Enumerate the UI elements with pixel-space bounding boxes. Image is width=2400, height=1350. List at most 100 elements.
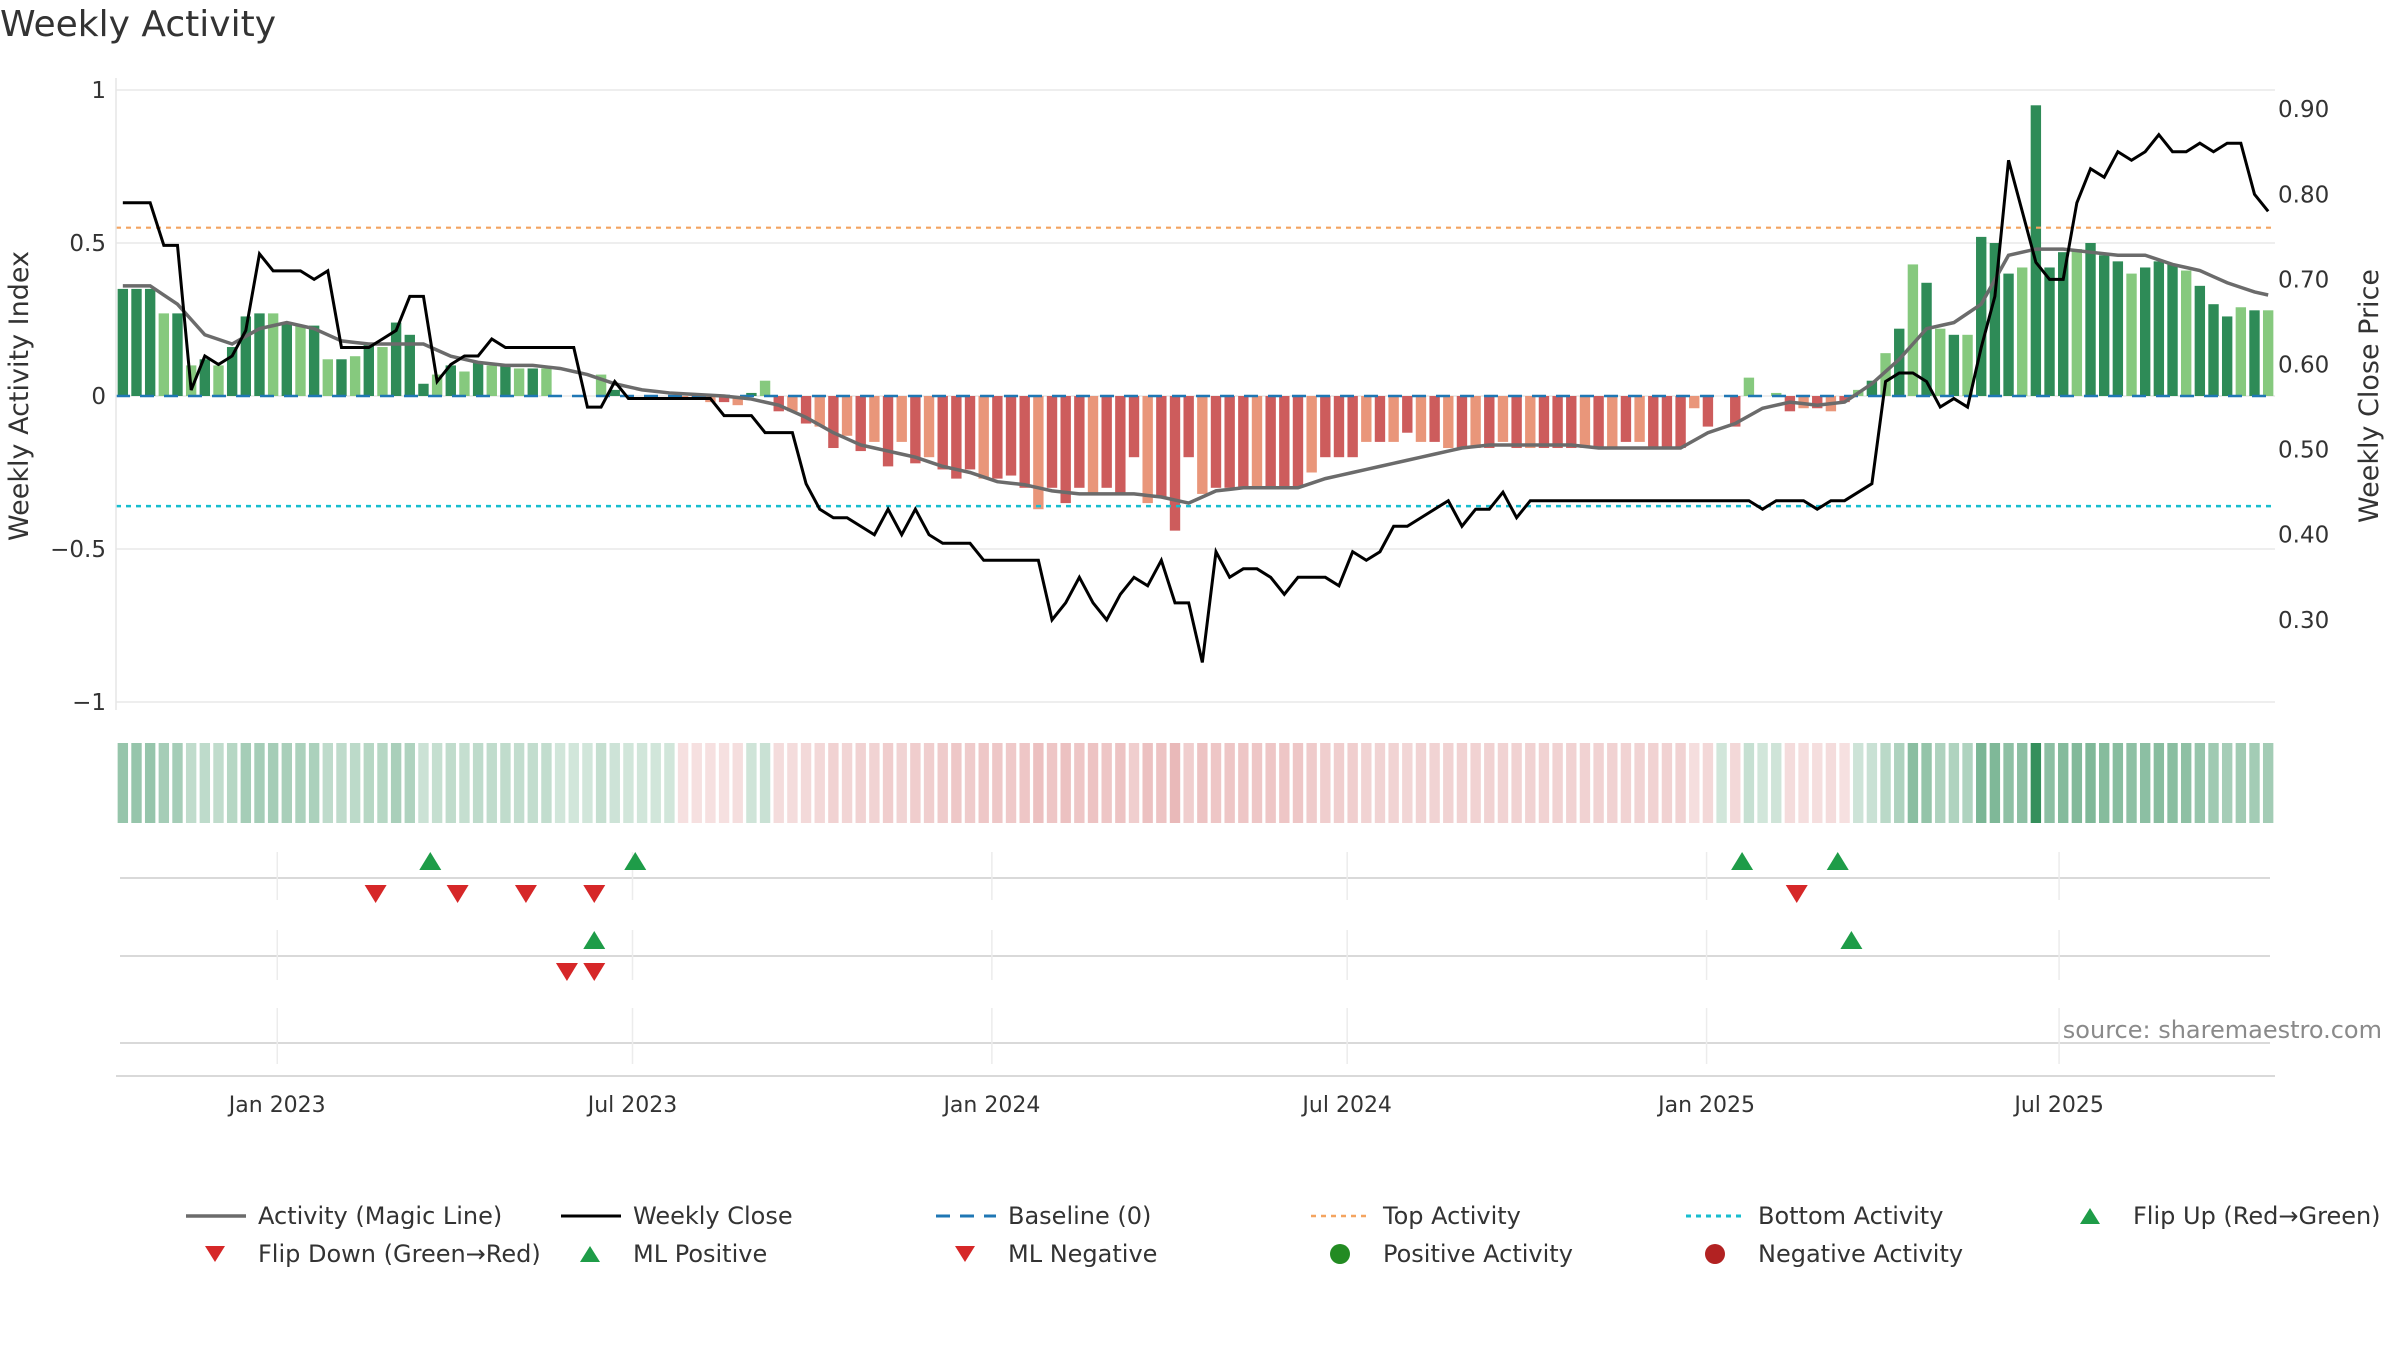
- activity-bar: [1443, 396, 1454, 449]
- activity-bar: [226, 347, 238, 396]
- series-lines: [122, 132, 2270, 663]
- heat-strip-cell: [1347, 743, 1358, 823]
- activity-bar: [910, 396, 921, 464]
- heat-strip-cell: [923, 743, 935, 823]
- heat-strip-cell: [978, 743, 989, 823]
- activity-bar: [1948, 334, 1960, 396]
- activity-bar: [199, 359, 211, 396]
- activity-bar: [1101, 396, 1112, 488]
- x-tick-label: Jul 2024: [1300, 1093, 1392, 1118]
- heat-strip-cell: [1265, 743, 1276, 823]
- activity-bar: [1989, 243, 2001, 396]
- legend-swatch: [205, 1246, 225, 1262]
- heat-strip-cell: [254, 743, 265, 823]
- heat-strip-cell: [1798, 743, 1809, 823]
- heat-strip-cell: [1306, 743, 1317, 823]
- y-tick-label: 0.5: [69, 231, 106, 257]
- heat-strip-cell: [2235, 743, 2247, 823]
- activity-bar: [1634, 396, 1645, 442]
- activity-bar: [1511, 396, 1522, 449]
- legend-label: Weekly Close: [633, 1202, 793, 1230]
- heat-strip-cell: [322, 743, 333, 823]
- heat-strip-cell: [1634, 743, 1645, 823]
- heat-strip-cell: [677, 743, 689, 823]
- heat-strip-cell: [295, 743, 306, 823]
- activity-bar: [595, 374, 607, 396]
- heat-strip-cell: [172, 743, 183, 823]
- heat-strip-cell: [746, 743, 757, 823]
- activity-bar: [814, 396, 825, 427]
- activity-bar: [2003, 273, 2014, 396]
- heat-strip-cell: [1415, 743, 1427, 823]
- activity-bar: [1374, 396, 1386, 442]
- activity-bar: [1279, 396, 1290, 488]
- activity-bar: [1087, 396, 1099, 494]
- legend-swatch: [1311, 1214, 1371, 1218]
- heat-strip-cell: [1989, 743, 2001, 823]
- flip-down-marker: [583, 885, 606, 903]
- activity-bar: [1935, 328, 1946, 396]
- activity-bar: [1292, 396, 1304, 488]
- activity-bar: [131, 288, 142, 396]
- activity-bar: [377, 347, 388, 396]
- heat-strip-cell: [1839, 743, 1850, 823]
- legend-swatch: [580, 1246, 600, 1262]
- heat-strip-cell: [869, 743, 880, 823]
- heat-strip-cell: [1716, 743, 1727, 823]
- heat-strip-cell: [486, 743, 497, 823]
- activity-bar: [1907, 264, 1919, 396]
- activity-bar: [1894, 328, 1905, 396]
- activity-bar: [1388, 396, 1399, 442]
- heat-strip-cell: [2153, 743, 2165, 823]
- x-tick-label: Jan 2024: [941, 1093, 1040, 1118]
- heat-strip-cell: [158, 743, 170, 823]
- heat-strip-cell: [513, 743, 525, 823]
- heat-strip-cell: [1156, 743, 1167, 823]
- heat-strip-cell: [1005, 743, 1017, 823]
- heat-strip-cell: [595, 743, 607, 823]
- heat-strip-cell: [1907, 743, 1919, 823]
- heat-strip-cell: [390, 743, 402, 823]
- heat-strip-cell: [1374, 743, 1386, 823]
- legend-label: Top Activity: [1383, 1202, 1521, 1230]
- x-tick-label: Jul 2023: [586, 1093, 678, 1118]
- heat-strip-cell: [500, 743, 511, 823]
- heat-strip-cell: [992, 743, 1003, 823]
- heat-strip-cell: [2262, 743, 2274, 823]
- activity-bar: [609, 389, 620, 396]
- activity-bar: [349, 356, 361, 396]
- legend-label: Negative Activity: [1758, 1240, 1964, 1268]
- activity-bar: [1456, 396, 1468, 449]
- x-tick-label: Jul 2025: [2012, 1093, 2104, 1118]
- heat-strip-cell: [377, 743, 388, 823]
- activity-bar: [2126, 273, 2137, 396]
- heat-strip-cell: [131, 743, 142, 823]
- heat-strip-cell: [349, 743, 361, 823]
- heat-strip-cell: [1771, 743, 1782, 823]
- heat-strip-cell: [1320, 743, 1331, 823]
- heat-strip-cell: [1456, 743, 1468, 823]
- activity-bar: [951, 396, 962, 479]
- heat-strip-cell: [1566, 743, 1577, 823]
- activity-bar: [746, 392, 757, 396]
- heat-strip-cell: [240, 743, 252, 823]
- activity-bar: [1497, 396, 1509, 442]
- activity-bar: [1142, 396, 1153, 504]
- x-tick-label: Jan 2025: [1656, 1093, 1755, 1118]
- flip-down-marker: [446, 885, 469, 903]
- heat-strip-cell: [554, 743, 566, 823]
- heat-strip-cell: [650, 743, 661, 823]
- legend-swatch: [1686, 1214, 1746, 1218]
- legend-swatch: [186, 1214, 246, 1218]
- activity-bar: [2071, 249, 2083, 396]
- activity-bar: [855, 396, 866, 452]
- heat-strip-cell: [1402, 743, 1413, 823]
- heat-strip-cell: [1128, 743, 1140, 823]
- activity-bar: [1224, 396, 1235, 488]
- heat-strip-cell: [882, 743, 894, 823]
- activity-bar: [869, 396, 880, 442]
- heat-strip-cell: [1976, 743, 1987, 823]
- activity-bar: [1880, 353, 1891, 396]
- flip-down-marker: [514, 885, 537, 903]
- heat-strip-cell: [1142, 743, 1153, 823]
